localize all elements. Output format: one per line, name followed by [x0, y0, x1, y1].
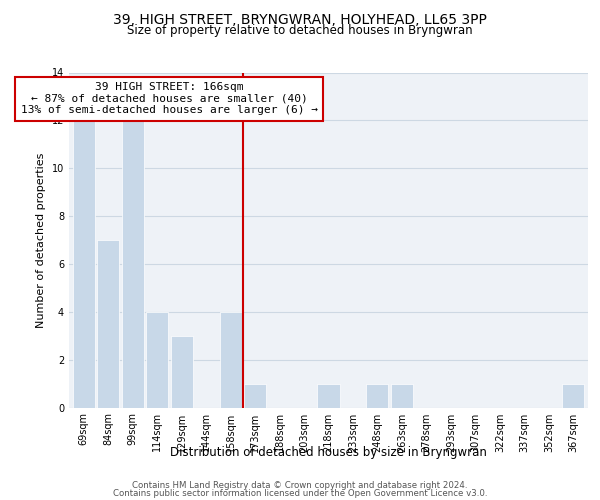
Bar: [391, 384, 413, 407]
Bar: [122, 120, 143, 408]
Text: Distribution of detached houses by size in Bryngwran: Distribution of detached houses by size …: [170, 446, 487, 459]
Text: 39 HIGH STREET: 166sqm
← 87% of detached houses are smaller (40)
13% of semi-det: 39 HIGH STREET: 166sqm ← 87% of detached…: [21, 82, 318, 116]
Bar: [317, 384, 340, 407]
Bar: [220, 312, 242, 408]
Bar: [244, 384, 266, 407]
Text: Contains public sector information licensed under the Open Government Licence v3: Contains public sector information licen…: [113, 490, 487, 498]
Text: Contains HM Land Registry data © Crown copyright and database right 2024.: Contains HM Land Registry data © Crown c…: [132, 480, 468, 490]
Bar: [97, 240, 119, 408]
Y-axis label: Number of detached properties: Number of detached properties: [36, 152, 46, 328]
Bar: [367, 384, 388, 407]
Bar: [146, 312, 168, 408]
Bar: [562, 384, 584, 407]
Text: Size of property relative to detached houses in Bryngwran: Size of property relative to detached ho…: [127, 24, 473, 37]
Bar: [73, 120, 95, 408]
Text: 39, HIGH STREET, BRYNGWRAN, HOLYHEAD, LL65 3PP: 39, HIGH STREET, BRYNGWRAN, HOLYHEAD, LL…: [113, 12, 487, 26]
Bar: [170, 336, 193, 407]
